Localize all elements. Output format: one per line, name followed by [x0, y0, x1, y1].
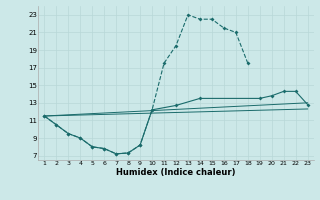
X-axis label: Humidex (Indice chaleur): Humidex (Indice chaleur)	[116, 168, 236, 177]
